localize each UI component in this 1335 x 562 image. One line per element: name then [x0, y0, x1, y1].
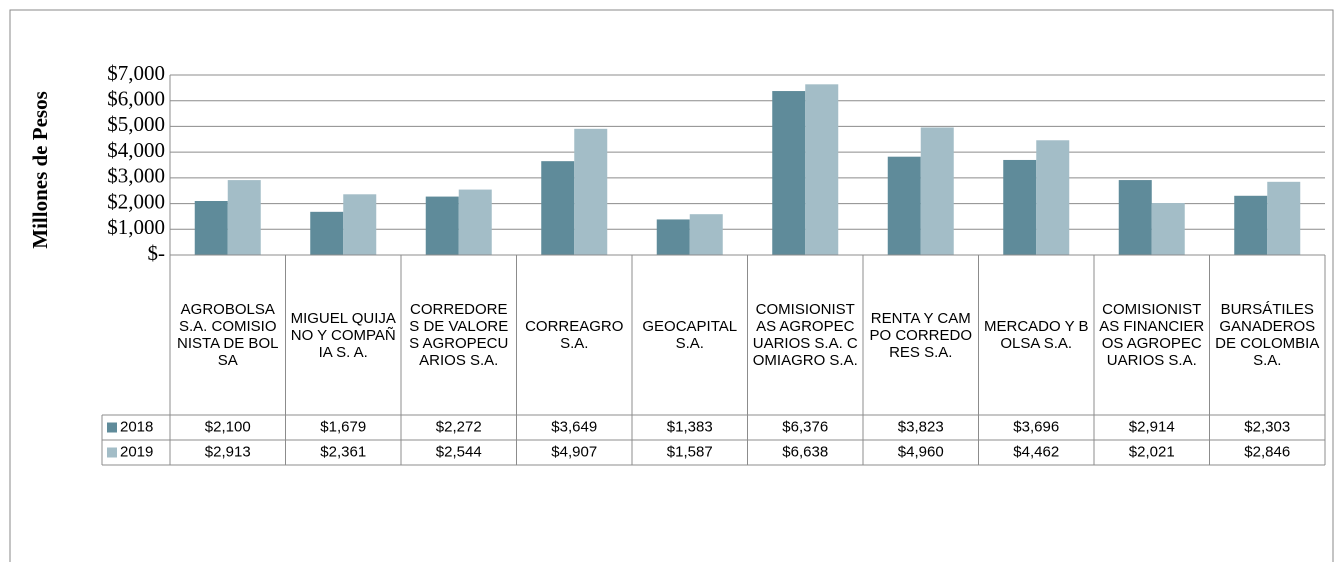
y-tick-label: $1,000	[107, 215, 165, 239]
bar	[458, 189, 492, 255]
bar	[425, 196, 459, 255]
category-label: CORREAGRO S.A.	[525, 318, 624, 352]
category-label: GEOCAPITAL S.A.	[642, 318, 738, 352]
data-table-value: $2,100	[205, 418, 251, 435]
y-tick-label: $2,000	[107, 189, 165, 213]
bar	[772, 91, 806, 255]
bar	[1118, 180, 1152, 255]
bar	[541, 161, 575, 255]
bar	[1267, 181, 1301, 255]
category-label: COMISIONISTAS AGROPECUARIOS S.A. COMIAGR…	[752, 301, 858, 369]
bar	[227, 180, 261, 255]
data-table-value: $2,272	[436, 418, 482, 435]
legend-swatch	[107, 447, 117, 458]
bar	[574, 128, 608, 255]
category-label: CORREDORES DE VALORES AGROPECUARIOS S.A.	[409, 301, 509, 369]
data-table-value: $6,638	[782, 443, 828, 460]
data-table-value: $3,649	[551, 418, 597, 435]
data-table-value: $3,823	[898, 418, 944, 435]
data-table-value: $2,846	[1244, 443, 1290, 460]
data-table-value: $2,914	[1129, 418, 1175, 435]
bar	[310, 211, 344, 255]
legend-label: 2019	[120, 443, 153, 460]
y-tick-label: $7,000	[107, 61, 165, 85]
category-label: COMISIONISTAS FINANCIEROS AGROPECUARIOS …	[1099, 301, 1205, 369]
data-table-value: $2,544	[436, 443, 482, 460]
bar	[887, 156, 921, 255]
category-label: MERCADO Y BOLSA S.A.	[984, 318, 1089, 352]
data-table-value: $4,907	[551, 443, 597, 460]
y-tick-label: $6,000	[107, 87, 165, 111]
data-table-value: $2,021	[1129, 443, 1175, 460]
category-label: MIGUEL QUIJANO Y COMPAÑIA S. A.	[290, 309, 396, 361]
category-label: RENTA Y CAMPO CORREDORES S.A.	[869, 309, 972, 361]
data-table-value: $1,383	[667, 418, 713, 435]
data-table-value: $1,679	[320, 418, 366, 435]
y-axis-label: Millones de Pesos	[28, 91, 52, 249]
bar	[805, 84, 839, 256]
legend-swatch	[107, 422, 117, 433]
bar	[1151, 203, 1185, 255]
bar	[343, 194, 377, 255]
bar	[194, 201, 228, 255]
bar	[1234, 195, 1268, 255]
data-table-value: $2,361	[320, 443, 366, 460]
bar	[920, 127, 954, 255]
y-tick-label: $5,000	[107, 112, 165, 136]
data-table-value: $3,696	[1013, 418, 1059, 435]
data-table-value: $4,462	[1013, 443, 1059, 460]
bar	[1036, 140, 1070, 255]
data-table-value: $2,303	[1244, 418, 1290, 435]
data-table-value: $2,913	[205, 443, 251, 460]
data-table-value: $6,376	[782, 418, 828, 435]
category-label: AGROBOLSA S.A. COMISIONISTA DE BOLSA	[177, 301, 279, 369]
bar	[689, 214, 723, 255]
y-tick-label: $3,000	[107, 164, 165, 188]
y-tick-label: $4,000	[107, 138, 165, 162]
bar	[1003, 159, 1037, 255]
data-table-value: $4,960	[898, 443, 944, 460]
y-tick-label: $-	[148, 241, 166, 265]
data-table-value: $1,587	[667, 443, 713, 460]
legend-label: 2018	[120, 418, 153, 435]
category-label: BURSÁTILES GANADEROS DE COLOMBIA S.A.	[1215, 301, 1320, 369]
bar	[656, 219, 690, 255]
chart-frame	[9, 9, 1334, 562]
